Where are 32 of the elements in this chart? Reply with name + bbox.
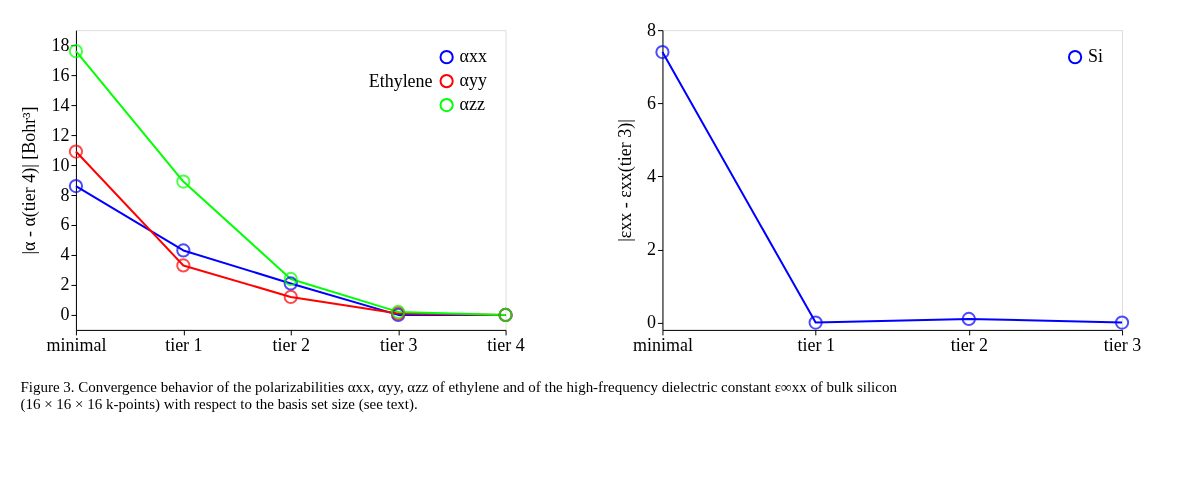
legend-title: Ethylene: [368, 71, 433, 92]
x-tick-label: tier 2: [272, 335, 310, 356]
legend-label: Si: [1088, 46, 1104, 67]
x-tick-label: tier 3: [379, 335, 418, 356]
x-tick-label: tier 4: [487, 335, 525, 356]
y-tick-label: 2: [60, 274, 70, 295]
x-tick-label: minimal: [46, 335, 107, 356]
y-tick-label: 10: [51, 154, 70, 175]
y-axis-title: |α - α(tier 4)| [Bohr³]: [19, 106, 41, 255]
x-tick-label: tier 2: [950, 335, 989, 356]
y-tick-label: 8: [60, 184, 70, 205]
caption: Figure 3. Convergence behavior of the polarizabilities αxx, αyy, αzz of ethylene and of the high-frequency dielectric constant ε∞xx of bulk silicon (16 × 16 × 16 k-points) with respect to the basis set size (see text).: [20, 379, 898, 414]
y-tick-label: 2: [646, 238, 656, 259]
legend-label: αyy: [459, 70, 488, 91]
y-tick-label: 6: [60, 214, 70, 235]
y-tick-label: 6: [646, 92, 656, 113]
x-tick-label: tier 1: [165, 335, 203, 356]
y-tick-label: 18: [51, 34, 70, 55]
x-tick-label: tier 1: [797, 335, 835, 356]
x-tick-label: minimal: [632, 335, 693, 356]
y-tick-label: 14: [51, 94, 70, 115]
x-tick-label: tier 3: [1103, 335, 1142, 356]
y-axis-title: |εxx - εxx(tier 3)|: [614, 119, 636, 242]
y-tick-label: 4: [60, 244, 70, 265]
y-tick-label: 0: [646, 312, 656, 333]
legend-label: αzz: [459, 94, 485, 115]
y-tick-label: 0: [60, 304, 70, 325]
legend-label: αxx: [459, 46, 488, 67]
y-tick-label: 8: [646, 19, 656, 40]
y-tick-label: 16: [51, 64, 70, 85]
y-tick-label: 4: [646, 165, 656, 186]
y-tick-label: 12: [51, 124, 70, 145]
